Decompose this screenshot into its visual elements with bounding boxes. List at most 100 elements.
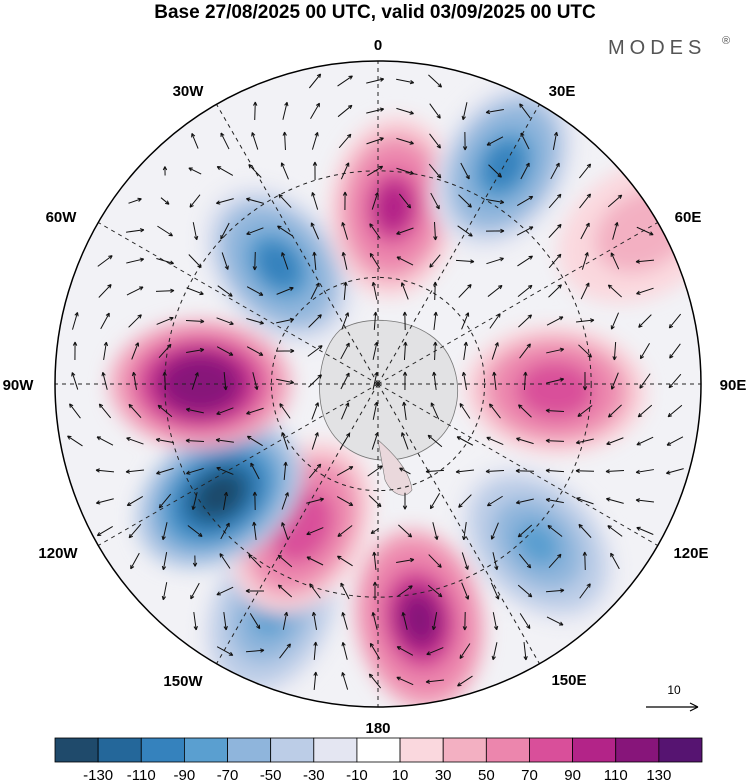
wind-arrow: [396, 557, 415, 563]
wind-arrow: [492, 612, 499, 631]
wind-arrow: [575, 468, 595, 474]
wind-arrow: [336, 466, 354, 476]
wind-arrow: [461, 312, 470, 330]
wind-arrow: [371, 192, 379, 210]
wind-arrow: [221, 252, 229, 270]
wind-arrow: [575, 438, 594, 445]
wind-arrow: [341, 402, 350, 420]
wind-arrow: [548, 253, 562, 269]
wind-arrow: [425, 469, 445, 474]
lon-label-30w: 30W: [173, 83, 205, 100]
wind-arrow: [307, 345, 323, 357]
wind-arrow: [433, 341, 438, 361]
wind-arrow: [432, 522, 439, 541]
wind-arrow: [252, 491, 258, 511]
wind-arrow: [367, 165, 384, 177]
wind-arrow: [252, 101, 258, 121]
wind-arrow: [550, 162, 560, 180]
wind-arrow: [155, 288, 175, 293]
wind-arrow: [281, 492, 289, 510]
wind-arrow: [578, 523, 592, 538]
wind-arrow: [215, 438, 234, 443]
wind-arrow: [579, 163, 592, 179]
lon-label-120e: 120E: [673, 545, 708, 562]
wind-arrow: [282, 131, 287, 151]
wind-arrow: [281, 432, 289, 450]
wind-arrow: [128, 197, 142, 204]
wind-arrow: [216, 466, 234, 475]
wind-arrow: [546, 377, 565, 384]
colorbar-tick-label: 70: [521, 767, 538, 783]
wind-arrow: [310, 282, 320, 300]
wind-arrow: [246, 286, 264, 296]
wind-arrow: [283, 461, 288, 481]
wind-arrow: [457, 675, 473, 687]
wind-arrow: [429, 133, 441, 149]
wind-arrow: [427, 434, 443, 448]
colorbar-swatch: [485, 737, 530, 763]
wind-arrow: [311, 432, 319, 450]
wind-arrow: [366, 137, 384, 145]
colorbar-tick-label: -30: [303, 767, 325, 783]
wind-arrow: [216, 166, 234, 176]
wind-arrow: [402, 401, 407, 420]
wind-arrow: [216, 346, 234, 356]
wind-arrow: [637, 404, 653, 418]
wind-arrow: [487, 284, 503, 297]
wind-arrow: [216, 646, 234, 656]
wind-arrow: [340, 162, 350, 180]
wind-arrow: [402, 492, 408, 510]
wind-arrow: [489, 403, 501, 419]
wind-arrow: [396, 676, 414, 686]
wind-arrow: [580, 282, 590, 300]
wind-arrow: [666, 436, 684, 446]
wind-arrow: [311, 402, 319, 420]
wind-arrow: [635, 498, 654, 503]
wind-arrow: [161, 552, 168, 571]
wind-arrow: [396, 107, 414, 115]
wind-arrow: [343, 281, 348, 301]
wind-arrow: [306, 527, 324, 536]
wind-arrow: [520, 162, 530, 180]
wind-arrow: [339, 432, 351, 449]
figure-title: Base 27/08/2025 00 UTC, valid 03/09/2025…: [154, 2, 596, 23]
wind-arrow: [280, 162, 289, 180]
wind-arrow: [156, 316, 174, 325]
wind-arrow: [576, 497, 594, 505]
wind-arrow: [72, 312, 79, 330]
wind-arrow: [185, 407, 204, 414]
wind-arrow: [520, 132, 530, 150]
wind-arrow: [546, 316, 564, 326]
wind-arrow: [485, 228, 505, 234]
colorbar-tick-label: -50: [260, 767, 282, 783]
wind-arrow: [456, 436, 474, 446]
colorbar-swatch: [529, 737, 574, 763]
wind-arrow: [246, 227, 264, 236]
wind-arrow: [308, 374, 322, 388]
wind-arrow: [492, 371, 497, 390]
wind-arrow: [459, 643, 471, 659]
wind-arrow: [250, 462, 260, 480]
wind-arrow: [581, 252, 589, 270]
wind-arrow: [276, 378, 295, 385]
wind-arrow: [223, 371, 228, 391]
wind-arrow: [546, 616, 564, 626]
wind-arrow: [458, 284, 472, 298]
colorbar-swatch: [356, 737, 401, 763]
wind-arrow: [516, 437, 534, 445]
wind-arrow: [306, 497, 325, 504]
wind-arrow: [396, 167, 414, 175]
wind-arrow: [341, 612, 348, 630]
wind-arrow: [607, 284, 622, 298]
colorbar-tick-label: -70: [217, 767, 239, 783]
anomaly-center: [201, 183, 356, 348]
wind-arrow: [547, 524, 563, 537]
wind-arrow: [488, 164, 502, 178]
wind-arrow: [462, 131, 468, 151]
wind-arrow: [371, 432, 379, 450]
wind-arrow: [401, 432, 409, 450]
wind-arrow: [668, 313, 682, 329]
wind-arrow: [371, 611, 378, 630]
wind-arrow: [215, 198, 234, 205]
wind-arrow: [427, 584, 443, 598]
